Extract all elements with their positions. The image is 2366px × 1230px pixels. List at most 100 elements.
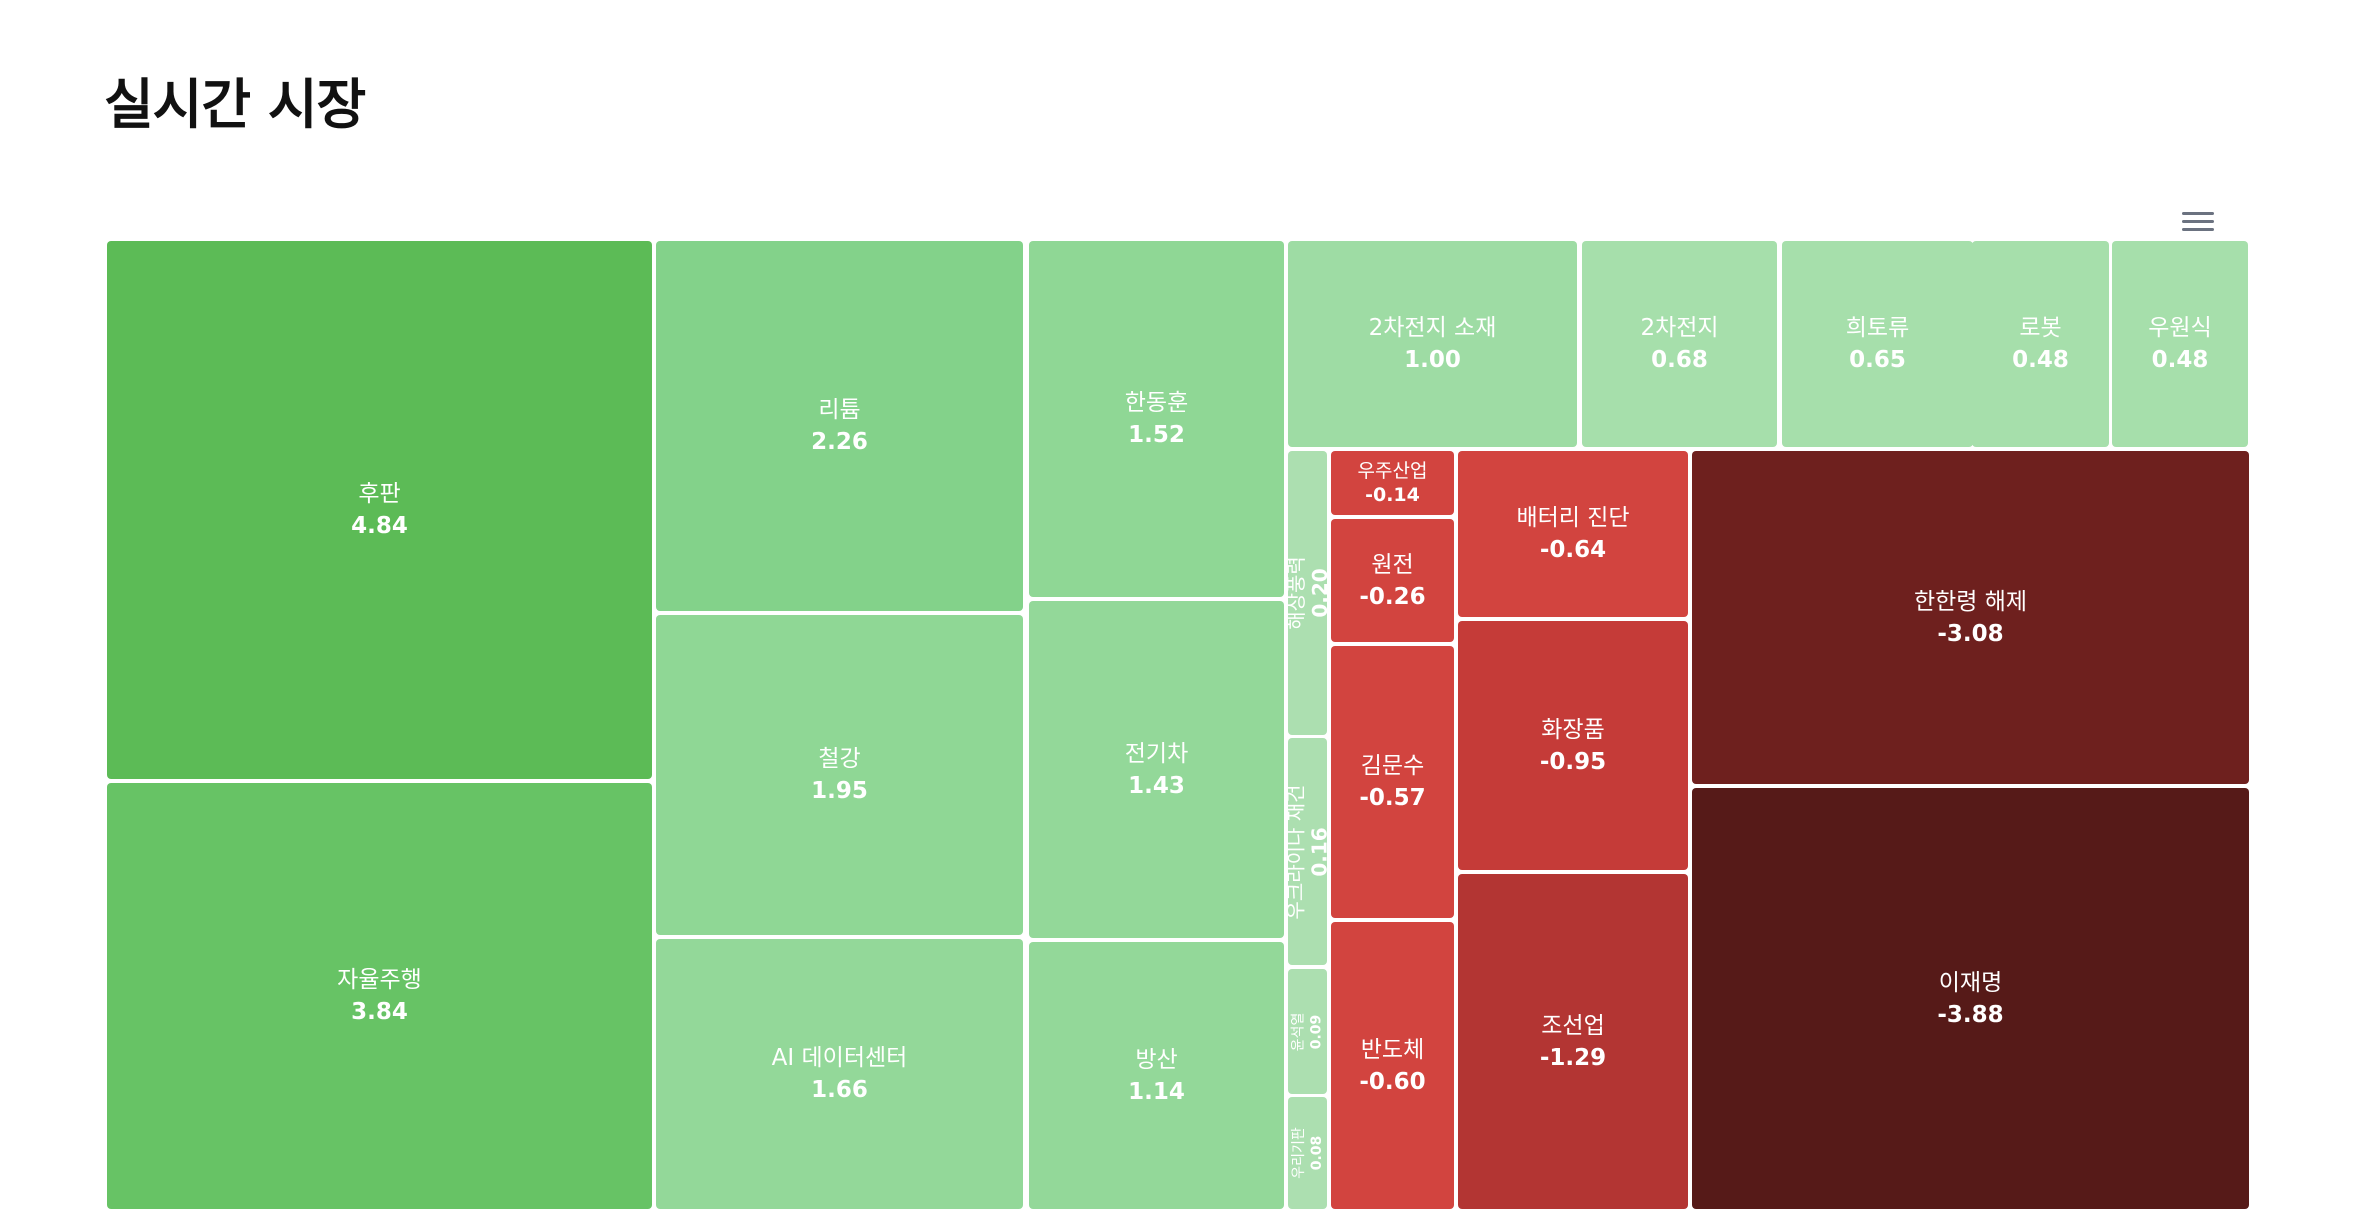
treemap-tile[interactable]: 우리기판 0.08: [1288, 1097, 1327, 1209]
treemap-tile[interactable]: 우원식 0.48: [2112, 241, 2248, 447]
tile-value: -1.29: [1539, 1044, 1607, 1071]
tile-name: 2차전지 소재: [1368, 315, 1497, 341]
tile-label: 2차전지 0.68: [1640, 312, 1718, 376]
tile-name: AI 데이터센터: [771, 1045, 908, 1071]
tile-label: 화장품 -0.95: [1540, 714, 1606, 778]
treemap-tile[interactable]: 원전 -0.26: [1331, 519, 1454, 642]
tile-label: 윤석열 0.09: [1289, 1012, 1325, 1051]
tile-label: 리튬 2.26: [811, 394, 868, 458]
tile-name: 희토류: [1845, 315, 1910, 341]
tile-name: 배터리 진단: [1516, 505, 1630, 531]
treemap-tile[interactable]: 로봇 0.48: [1972, 241, 2109, 447]
tile-name: 방산: [1135, 1046, 1178, 1073]
tile-label: 김문수 -0.57: [1359, 750, 1425, 814]
tile-value: 1.95: [811, 778, 868, 804]
tile-name: 우원식: [2148, 315, 2212, 341]
tile-label: 우리기판 0.08: [1290, 1127, 1326, 1179]
tile-label: 반도체 -0.60: [1359, 1034, 1425, 1098]
tile-name: 화장품: [1541, 716, 1605, 743]
tile-value: 0.48: [2012, 347, 2069, 373]
tile-label: 희토류 0.65: [1846, 312, 1909, 376]
treemap-tile[interactable]: 조선업 -1.29: [1458, 874, 1688, 1209]
tile-value: 0.08: [1308, 1135, 1325, 1171]
tile-value: 2.26: [811, 429, 868, 455]
tile-name: 2차전지: [1640, 315, 1719, 341]
treemap-tile[interactable]: 2차전지 0.68: [1582, 241, 1777, 447]
treemap-tile[interactable]: 한한령 해제 -3.08: [1692, 451, 2249, 784]
tile-name: 윤석열: [1290, 1012, 1307, 1051]
tile-label: 해상풍력 0.20: [1288, 556, 1327, 630]
treemap-tile[interactable]: 후판 4.84: [107, 241, 652, 779]
tile-name: 리튬: [818, 397, 861, 423]
tile-label: 방산 1.14: [1128, 1044, 1185, 1108]
tile-label: 전기차 1.43: [1125, 738, 1188, 802]
tile-value: 0.65: [1849, 347, 1906, 373]
tile-label: 원전 -0.26: [1359, 549, 1425, 613]
treemap-tile[interactable]: 반도체 -0.60: [1331, 922, 1454, 1209]
tile-value: 1.43: [1128, 772, 1185, 799]
tile-name: 전기차: [1124, 740, 1189, 767]
tile-value: -0.95: [1539, 748, 1607, 775]
treemap-tile[interactable]: 희토류 0.65: [1782, 241, 1973, 447]
treemap-tile[interactable]: 우주산업 -0.14: [1331, 451, 1454, 515]
tile-value: 3.84: [351, 999, 408, 1025]
treemap-tile[interactable]: 윤석열 0.09: [1288, 969, 1327, 1094]
tile-label: AI 데이터센터 1.66: [772, 1042, 908, 1106]
tile-value: 4.84: [351, 513, 408, 539]
tile-label: 자율주행 3.84: [337, 964, 422, 1028]
tile-name: 반도체: [1360, 1036, 1425, 1063]
tile-label: 한동훈 1.52: [1125, 387, 1188, 451]
tile-name: 원전: [1371, 551, 1414, 578]
treemap-tile[interactable]: 이재명 -3.88: [1692, 788, 2249, 1209]
treemap-tile[interactable]: 자율주행 3.84: [107, 783, 652, 1209]
treemap-tile[interactable]: 김문수 -0.57: [1331, 646, 1454, 918]
tile-label: 후판 4.84: [351, 478, 408, 542]
tile-value: 1.00: [1404, 347, 1461, 373]
tile-name: 우크라이나 재건: [1288, 783, 1308, 920]
tile-name: 자율주행: [337, 967, 422, 993]
tile-value: -0.64: [1539, 537, 1607, 563]
treemap-tile[interactable]: 해상풍력 0.20: [1288, 451, 1327, 735]
treemap-tile[interactable]: 리튬 2.26: [656, 241, 1023, 611]
tile-label: 배터리 진단 -0.64: [1516, 502, 1629, 566]
tile-name: 후판: [358, 481, 401, 507]
tile-label: 철강 1.95: [811, 743, 868, 807]
tile-name: 한한령 해제: [1913, 588, 2028, 615]
tile-value: 0.20: [1307, 568, 1327, 618]
tile-value: -3.88: [1937, 1001, 2004, 1028]
tile-value: 1.14: [1128, 1078, 1185, 1105]
treemap-tile[interactable]: 화장품 -0.95: [1458, 621, 1688, 870]
tile-value: 1.52: [1128, 422, 1185, 448]
treemap-tile[interactable]: 배터리 진단 -0.64: [1458, 451, 1688, 617]
treemap-tile[interactable]: 한동훈 1.52: [1029, 241, 1284, 597]
tile-value: -0.57: [1359, 785, 1426, 811]
tile-name: 우주산업: [1357, 460, 1428, 482]
tile-name: 우리기판: [1290, 1127, 1307, 1179]
tile-label: 조선업 -1.29: [1540, 1010, 1606, 1074]
tile-label: 한한령 해제 -3.08: [1914, 586, 2027, 650]
treemap-tile[interactable]: 2차전지 소재 1.00: [1288, 241, 1577, 447]
tile-value: 0.09: [1308, 1014, 1325, 1049]
tile-value: -3.08: [1937, 620, 2004, 647]
tile-label: 우주산업 -0.14: [1358, 459, 1428, 507]
tile-value: 0.16: [1307, 826, 1327, 877]
tile-label: 로봇 0.48: [2012, 312, 2069, 376]
tile-name: 로봇: [2019, 315, 2062, 341]
tile-value: 0.48: [2151, 347, 2209, 373]
treemap-tile[interactable]: 방산 1.14: [1029, 942, 1284, 1209]
tile-name: 조선업: [1541, 1012, 1605, 1039]
tile-name: 이재명: [1938, 969, 2003, 996]
tile-label: 우원식 0.48: [2148, 312, 2211, 376]
treemap-tile[interactable]: 우크라이나 재건 0.16: [1288, 738, 1327, 965]
tile-value: 0.68: [1651, 347, 1708, 373]
treemap-tile[interactable]: AI 데이터센터 1.66: [656, 939, 1023, 1209]
treemap-tile[interactable]: 철강 1.95: [656, 615, 1023, 935]
hamburger-menu-icon[interactable]: [2178, 206, 2218, 238]
tile-label: 우크라이나 재건 0.16: [1288, 784, 1327, 919]
tile-value: 1.66: [811, 1077, 868, 1103]
treemap-tile[interactable]: 전기차 1.43: [1029, 601, 1284, 938]
tile-name: 해상풍력: [1288, 556, 1308, 630]
tile-value: -0.14: [1365, 484, 1420, 506]
tile-name: 김문수: [1360, 753, 1425, 779]
